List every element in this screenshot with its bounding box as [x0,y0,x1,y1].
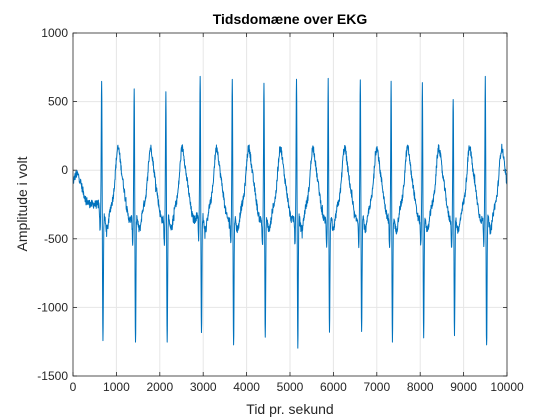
x-tick-label: 5000 [277,380,304,394]
y-tick-label: -500 [44,232,68,246]
y-axis-label: Amplitude i volt [14,156,30,251]
x-tick-label: 7000 [363,380,390,394]
x-tick-label: 8000 [407,380,434,394]
x-tick-label: 1000 [103,380,130,394]
y-tick-label: 1000 [41,26,68,40]
x-tick-label: 6000 [320,380,347,394]
x-tick-label: 0 [70,380,77,394]
chart-title: Tidsdomæne over EKG [213,11,368,27]
ekg-signal-line [73,75,507,349]
ticks: 0 1000 2000 3000 4000 5000 6000 7000 8000 9000 100… [37,26,524,394]
x-tick-label: 9000 [450,380,477,394]
x-tick-label: 10000 [490,380,524,394]
x-tick-label: 4000 [233,380,260,394]
y-tick-label: -1000 [37,300,68,314]
x-tick-label: 2000 [146,380,173,394]
grid [73,33,507,376]
y-tick-label: 0 [61,163,68,177]
y-tick-label: 500 [48,95,68,109]
x-axis-label: Tid pr. sekund [246,401,333,417]
x-tick-label: 3000 [190,380,217,394]
axes-box [72,32,508,377]
y-tick-label: -1500 [37,369,68,383]
